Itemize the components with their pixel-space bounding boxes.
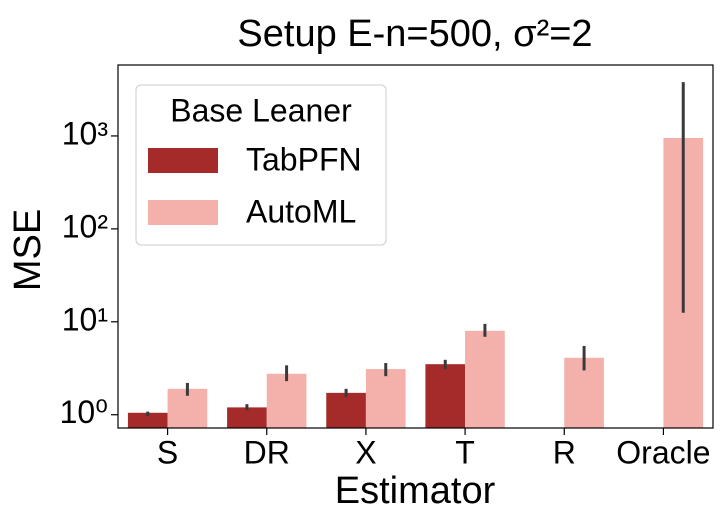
legend-swatch: [148, 200, 218, 225]
y-tick-label: 10⁰: [60, 394, 108, 430]
y-tick-label: 10¹: [62, 301, 108, 337]
bar: [266, 373, 307, 428]
plot-frame: [117, 64, 714, 429]
legend-swatch: [148, 148, 218, 173]
x-tick-label: R: [553, 434, 576, 470]
bar: [326, 392, 366, 428]
y-axis-label: MSE: [7, 209, 49, 291]
y-tick-label: 10²: [62, 208, 109, 244]
x-tick-label: Oracle: [616, 434, 710, 470]
legend-label: TabPFN: [246, 141, 362, 177]
x-tick-label: T: [455, 434, 475, 470]
bar: [465, 330, 505, 428]
x-tick-label: S: [157, 434, 178, 470]
bar: [127, 412, 168, 428]
x-tick-label: DR: [244, 434, 290, 470]
bar: [425, 364, 466, 428]
chart-title: Setup E-n=500, σ²=2: [237, 13, 592, 55]
bar: [227, 407, 267, 428]
y-tick-label: 10³: [62, 115, 109, 151]
legend-label: AutoML: [246, 193, 356, 229]
x-tick-label: X: [355, 434, 376, 470]
bar: [365, 369, 406, 428]
legend-title: Base Leaner: [170, 92, 352, 128]
x-axis-label: Estimator: [335, 470, 496, 512]
